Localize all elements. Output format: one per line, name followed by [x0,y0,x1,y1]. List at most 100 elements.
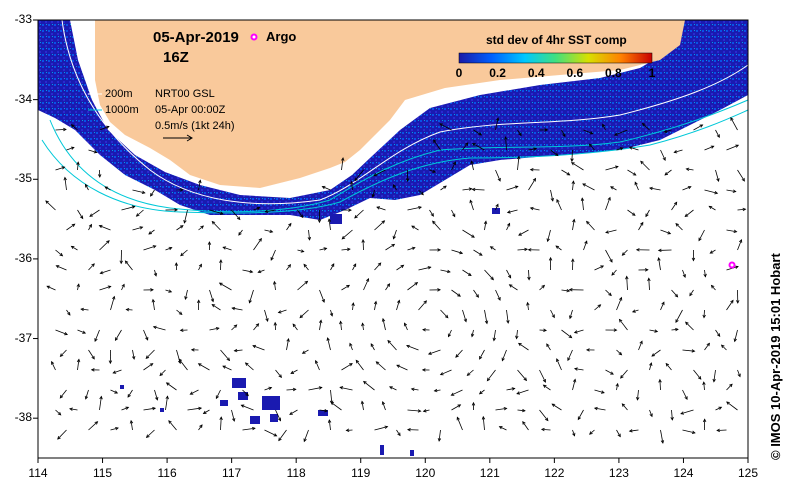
current-vector-head [105,125,110,129]
current-vector-head [414,282,419,286]
current-vector [418,266,431,271]
current-vector [616,429,621,437]
current-vector [675,223,683,231]
current-vector [684,209,694,217]
current-vector [704,269,706,277]
current-vector [341,229,353,240]
current-vector [620,369,628,379]
current-vector-head [614,165,619,169]
current-vector-head [245,392,249,397]
current-vector-head [108,360,113,365]
current-vector [55,329,68,335]
current-vector-head [317,219,322,224]
current-vector [671,409,673,420]
current-vector-head [301,350,306,354]
current-vector [299,309,309,318]
current-vector [473,289,479,298]
colorbar-tick-label: 0.4 [527,66,545,80]
credit-text: © IMOS 10-Apr-2019 15:01 Hobart [768,253,783,460]
current-vector [555,245,562,251]
current-vector-head [452,213,456,218]
lon-tick-label: 116 [157,466,177,480]
current-vector [451,389,463,396]
colorbar-tick-label: 0 [455,66,463,80]
current-vector [611,269,617,276]
current-vector-head [516,391,521,395]
current-vector-head [570,162,575,166]
current-vector-head [219,211,224,215]
current-vector [238,229,243,236]
current-vector [704,189,718,194]
current-vector-head [148,231,152,235]
current-vector-head [620,375,624,379]
current-vector-head [716,178,720,183]
current-vector [434,389,441,392]
current-vector-head [631,309,636,313]
current-vector [428,349,441,355]
current-vector [270,249,276,261]
current-vector-head [546,238,550,243]
current-vector-head [183,219,187,224]
current-vector-head [238,231,242,236]
current-vector [242,427,255,431]
current-vector-head [593,406,598,411]
current-vector [451,404,461,411]
current-vector [330,401,342,411]
current-vector [737,369,741,377]
current-vector-head [268,386,273,390]
current-vector-head [165,382,170,386]
current-vector [77,359,80,371]
current-vector [517,129,522,136]
current-vector-head [307,236,312,241]
lat-tick-label: -34 [14,91,32,106]
legend-product-time: 05-Apr 00:00Z [155,104,226,116]
current-vector [264,309,269,322]
current-vector [407,247,415,251]
current-vector-head [514,185,519,189]
current-vector [637,389,639,400]
current-vector [495,407,507,411]
current-vector [219,282,232,291]
current-vector [64,177,67,191]
current-vector [341,363,353,371]
current-vector-head [159,372,164,377]
current-vector [132,189,145,194]
current-vector-head [341,157,345,161]
current-vector [121,284,125,291]
current-vector-head [211,220,216,225]
current-vector-head [662,157,666,161]
current-vector-head [464,142,469,146]
current-vector-head [184,296,188,301]
current-vector [730,117,738,131]
current-vector-head [507,222,511,227]
argo-legend-marker [250,33,258,41]
current-vector [440,185,447,191]
current-vector-head [255,323,260,327]
current-vector [605,229,617,233]
current-vector [448,329,452,337]
current-vector-head [437,288,441,292]
current-vector-head [466,372,471,376]
current-vector-head [478,252,483,256]
current-vector [594,304,601,311]
current-vector [675,309,683,323]
current-vector [484,309,488,324]
current-vector-head [619,296,623,301]
current-vector [126,309,133,311]
current-vector [376,206,386,211]
current-vector-head [168,420,172,424]
current-vector-head [618,318,623,323]
current-vector-head [518,232,522,236]
current-vector [715,406,722,411]
current-vector [682,349,695,352]
current-vector [507,209,518,213]
current-vector [220,417,222,431]
current-vector-head [207,241,212,245]
current-vector [330,389,333,404]
current-vector-head [129,419,134,424]
current-vector [539,285,545,291]
current-vector-head [59,394,64,399]
current-vector-head [288,222,292,227]
current-vector [110,427,119,431]
current-vector-head [112,370,117,374]
